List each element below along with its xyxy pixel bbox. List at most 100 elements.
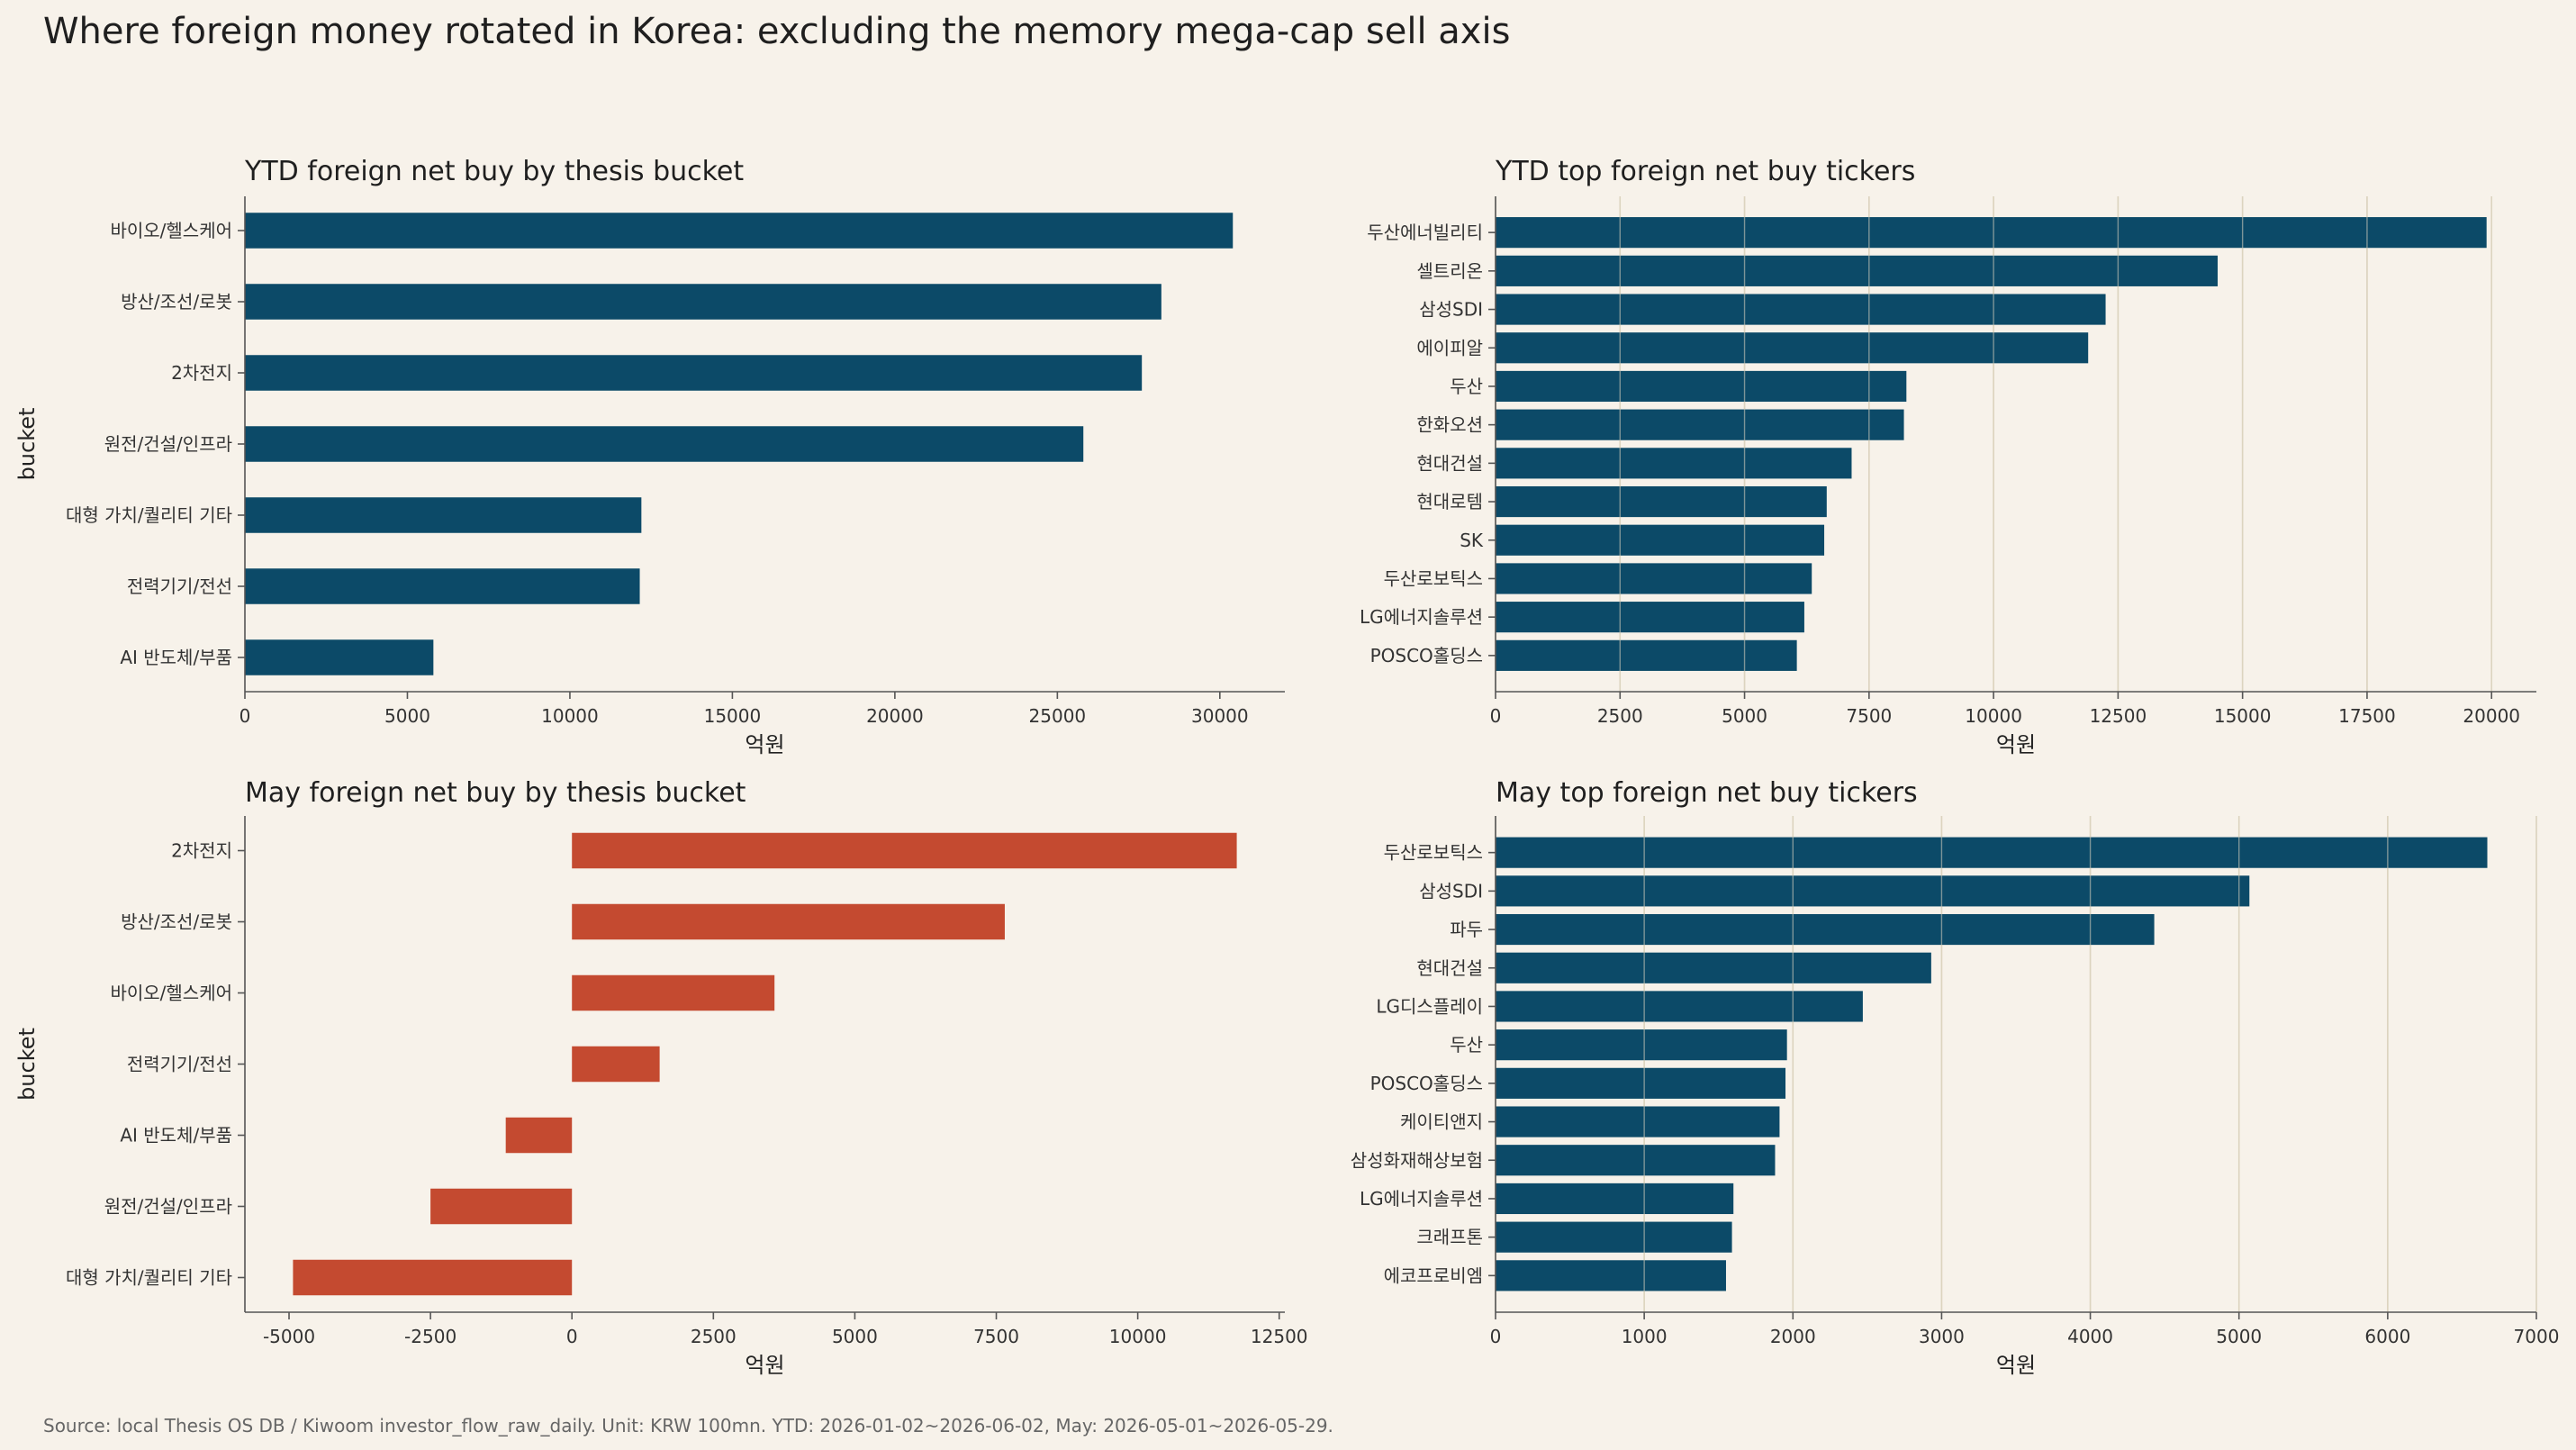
category-label: 케이티앤지 [1400, 1111, 1483, 1133]
x-axis-label: 억원 [1996, 732, 2036, 757]
x-tick-label: 12500 [2090, 705, 2147, 727]
bar [1496, 524, 1825, 556]
x-tick-label: 0 [1490, 705, 1502, 727]
x-tick-label: 30000 [1191, 705, 1249, 727]
x-tick-label: 4000 [2067, 1326, 2113, 1347]
panel-title: May top foreign net buy tickers [1496, 777, 1918, 809]
x-tick-label: 5000 [2216, 1326, 2262, 1347]
category-label: AI 반도체/부품 [120, 647, 232, 668]
bar [572, 1046, 660, 1083]
category-label: 삼성화재해상보험 [1351, 1149, 1483, 1171]
category-label: 에코프로비엠 [1384, 1264, 1483, 1286]
x-tick-label: 2500 [1597, 705, 1643, 727]
category-label: 방산/조선/로봇 [121, 911, 232, 933]
chart-panel-3: May foreign net buy by thesis bucket 2차전지… [14, 777, 1308, 1378]
bar [1496, 991, 1863, 1022]
bar [1496, 294, 2106, 325]
x-tick-label: 2500 [691, 1326, 737, 1347]
x-tick-label: -2500 [404, 1326, 456, 1347]
bar [1496, 1029, 1787, 1061]
category-label: 방산/조선/로봇 [121, 291, 232, 313]
category-label: 현대건설 [1416, 957, 1483, 979]
bar [245, 213, 1234, 249]
y-axis-label: bucket [14, 1028, 40, 1101]
y-axis-label: bucket [14, 408, 40, 481]
category-label: 한화오션 [1416, 414, 1483, 436]
bar [1496, 255, 2219, 286]
bar [1496, 1145, 1776, 1176]
x-tick-label: 15000 [704, 705, 762, 727]
x-tick-label: 12500 [1251, 1326, 1308, 1347]
x-tick-label: 2000 [1770, 1326, 1816, 1347]
category-label: 두산 [1450, 1034, 1483, 1056]
category-label: 셀트리온 [1416, 260, 1483, 282]
category-label: 현대건설 [1416, 452, 1483, 474]
x-tick-label: 10000 [541, 705, 599, 727]
x-tick-label: 10000 [1109, 1326, 1167, 1347]
x-tick-label: 25000 [1029, 705, 1087, 727]
x-axis-label: 억원 [745, 1353, 784, 1378]
category-label: AI 반도체/부품 [120, 1125, 232, 1146]
bar [505, 1117, 573, 1154]
category-label: POSCO홀딩스 [1370, 645, 1483, 666]
x-tick-label: 7500 [973, 1326, 1019, 1347]
x-tick-label: 0 [1490, 1326, 1502, 1347]
bar [1496, 448, 1852, 479]
bar [1496, 217, 2487, 249]
bar [1496, 485, 1827, 518]
bar [1496, 639, 1797, 671]
x-tick-label: 0 [240, 705, 251, 727]
category-label: 바이오/헬스케어 [110, 220, 232, 241]
bar [1496, 602, 1804, 633]
bar [1496, 913, 2155, 946]
x-tick-label: 6000 [2364, 1326, 2410, 1347]
category-label: 원전/건설/인프라 [104, 1196, 232, 1218]
chart-panel-2: YTD top foreign net buy tickers 두산에너빌리티셀트… [1360, 156, 2536, 757]
bar [572, 832, 1237, 869]
bar [572, 974, 775, 1011]
category-label: SK [1460, 530, 1484, 551]
category-label: 바이오/헬스케어 [110, 983, 232, 1004]
bar [1496, 332, 2089, 364]
bar [430, 1188, 573, 1225]
x-tick-label: 7000 [2514, 1326, 2560, 1347]
bar [245, 568, 640, 604]
bar [1496, 1260, 1726, 1291]
bar [1496, 1106, 1780, 1137]
bar [245, 355, 1143, 391]
x-axis-label: 억원 [745, 732, 784, 757]
category-label: 두산 [1450, 376, 1483, 397]
bar [245, 284, 1161, 320]
x-tick-label: 20000 [2463, 705, 2520, 727]
bar [245, 426, 1084, 462]
bar [245, 497, 642, 533]
bar [1496, 370, 1907, 403]
bar [1496, 875, 2250, 907]
category-label: 두산로보틱스 [1384, 842, 1483, 864]
category-label: LG디스플레이 [1376, 995, 1483, 1017]
source-note: Source: local Thesis OS DB / Kiwoom inve… [43, 1415, 1333, 1436]
x-axis-label: 억원 [1996, 1353, 2036, 1378]
category-label: 원전/건설/인프라 [104, 433, 232, 455]
category-label: 두산로보틱스 [1384, 567, 1483, 589]
category-label: 삼성SDI [1419, 880, 1483, 902]
category-label: 대형 가치/퀄리티 기타 [66, 504, 232, 526]
chart-panel-1: YTD foreign net buy by thesis bucket 바이오/… [14, 156, 1285, 757]
panel-title: YTD foreign net buy by thesis bucket [244, 156, 744, 187]
category-label: LG에너지솔루션 [1360, 1188, 1483, 1210]
bar [245, 639, 434, 675]
panel-title: YTD top foreign net buy tickers [1495, 156, 1915, 187]
x-tick-label: 5000 [384, 705, 430, 727]
x-tick-label: 5000 [832, 1326, 878, 1347]
category-label: POSCO홀딩스 [1370, 1073, 1483, 1094]
category-label: 2차전지 [171, 362, 232, 384]
main-title: Where foreign money rotated in Korea: ex… [43, 11, 1510, 52]
bar [1496, 952, 1931, 983]
category-label: 두산에너빌리티 [1367, 222, 1483, 243]
bar [293, 1259, 573, 1296]
x-tick-label: 20000 [866, 705, 924, 727]
category-label: 삼성SDI [1419, 299, 1483, 321]
bar [1496, 1183, 1734, 1215]
x-tick-label: 5000 [1722, 705, 1767, 727]
